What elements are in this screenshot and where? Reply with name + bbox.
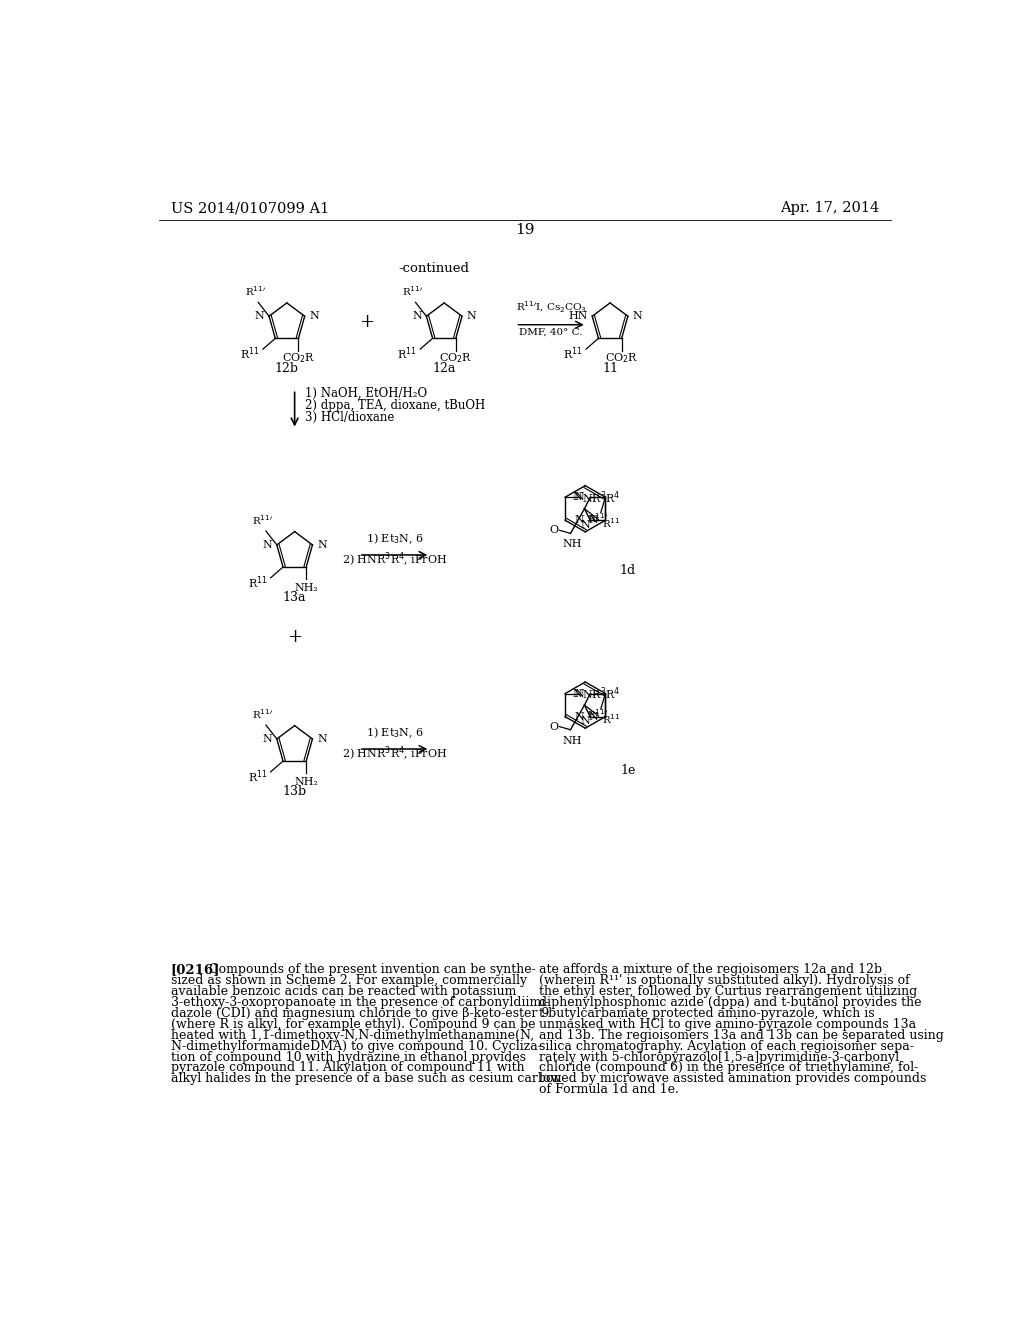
Text: Compounds of the present invention can be synthe-: Compounds of the present invention can b… (209, 964, 537, 975)
Text: CO$_2$R: CO$_2$R (282, 351, 315, 366)
Text: 1) Et$_3$N, 6: 1) Et$_3$N, 6 (366, 725, 424, 739)
Text: pyrazole compound 11. Alkylation of compound 11 with: pyrazole compound 11. Alkylation of comp… (171, 1061, 524, 1074)
Text: NH₂: NH₂ (294, 583, 318, 593)
Text: N: N (574, 711, 584, 722)
Text: R$^{11\prime}$: R$^{11\prime}$ (587, 708, 608, 721)
Text: available benzoic acids can be reacted with potassium: available benzoic acids can be reacted w… (171, 985, 516, 998)
Text: N: N (589, 711, 598, 722)
Text: N: N (574, 689, 584, 698)
Text: R$^{11}$: R$^{11}$ (240, 346, 260, 362)
Text: R$^{11\prime}$: R$^{11\prime}$ (587, 511, 608, 525)
Text: t-butylcarbamate protected amino-pyrazole, which is: t-butylcarbamate protected amino-pyrazol… (539, 1007, 874, 1020)
Text: 13a: 13a (283, 591, 306, 605)
Text: chloride (compound 6) in the presence of triethylamine, fol-: chloride (compound 6) in the presence of… (539, 1061, 918, 1074)
Text: O: O (549, 722, 558, 731)
Text: R$^{11\prime}$: R$^{11\prime}$ (252, 708, 273, 721)
Text: N: N (574, 515, 584, 525)
Text: R$^{11}$: R$^{11}$ (602, 516, 621, 529)
Text: NR$^3$R$^4$: NR$^3$R$^4$ (583, 488, 621, 506)
Text: O: O (549, 525, 558, 536)
Text: 2) HNR$^3$R$^4$, iPrOH: 2) HNR$^3$R$^4$, iPrOH (342, 550, 447, 569)
Text: NR$^3$R$^4$: NR$^3$R$^4$ (583, 685, 621, 702)
Text: ate affords a mixture of the regioisomers 12a and 12b: ate affords a mixture of the regioisomer… (539, 964, 882, 975)
Text: Apr. 17, 2014: Apr. 17, 2014 (780, 202, 880, 215)
Text: N: N (581, 520, 590, 529)
Text: R$^{11\prime}$: R$^{11\prime}$ (252, 513, 273, 527)
Text: N: N (581, 717, 590, 726)
Text: N: N (255, 312, 264, 321)
Text: 19: 19 (515, 223, 535, 236)
Text: 3) HCl/dioxane: 3) HCl/dioxane (305, 411, 394, 424)
Text: R$^{11}$: R$^{11}$ (602, 711, 621, 726)
Text: 13b: 13b (283, 785, 306, 799)
Text: DMF, 40° C.: DMF, 40° C. (519, 327, 583, 337)
Text: N: N (467, 312, 476, 321)
Text: R$^{11\prime}$: R$^{11\prime}$ (245, 284, 265, 298)
Text: N: N (633, 312, 642, 321)
Text: tion of compound 10 with hydrazine in ethanol provides: tion of compound 10 with hydrazine in et… (171, 1051, 525, 1064)
Text: -continued: -continued (398, 263, 470, 276)
Text: N: N (317, 540, 327, 550)
Text: silica chromatography. Acylation of each regioisomer sepa-: silica chromatography. Acylation of each… (539, 1040, 913, 1052)
Text: N: N (262, 734, 272, 744)
Text: 1d: 1d (620, 564, 636, 577)
Text: N: N (589, 515, 598, 525)
Text: CO$_2$R: CO$_2$R (605, 351, 638, 366)
Text: R$^{11\prime}$I, Cs$_2$CO$_3$: R$^{11\prime}$I, Cs$_2$CO$_3$ (516, 300, 587, 315)
Text: N: N (412, 312, 422, 321)
Text: unmasked with HCl to give amino-pyrazole compounds 13a: unmasked with HCl to give amino-pyrazole… (539, 1018, 915, 1031)
Text: NH: NH (562, 539, 582, 549)
Text: N: N (317, 734, 327, 744)
Text: NH₂: NH₂ (294, 777, 318, 787)
Text: dazole (CDI) and magnesium chloride to give β-keto-ester 9: dazole (CDI) and magnesium chloride to g… (171, 1007, 549, 1020)
Text: NH: NH (562, 735, 582, 746)
Text: the ethyl ester, followed by Curtius rearrangement utilizing: the ethyl ester, followed by Curtius rea… (539, 985, 918, 998)
Text: 2) HNR$^3$R$^4$, iPrOH: 2) HNR$^3$R$^4$, iPrOH (342, 744, 447, 763)
Text: alkyl halides in the presence of a base such as cesium carbon-: alkyl halides in the presence of a base … (171, 1072, 565, 1085)
Text: N: N (309, 312, 319, 321)
Text: N: N (572, 492, 582, 502)
Text: 12b: 12b (274, 363, 299, 375)
Text: 1e: 1e (621, 764, 636, 777)
Text: heated with 1,1-dimethoxy-N,N-dimethylmethanamine(N,: heated with 1,1-dimethoxy-N,N-dimethylme… (171, 1028, 534, 1041)
Text: N-dimethylformamideDMA) to give compound 10. Cycliza-: N-dimethylformamideDMA) to give compound… (171, 1040, 542, 1052)
Text: (where R is alkyl, for example ethyl). Compound 9 can be: (where R is alkyl, for example ethyl). C… (171, 1018, 536, 1031)
Text: 1) NaOH, EtOH/H₂O: 1) NaOH, EtOH/H₂O (305, 387, 427, 400)
Text: +: + (287, 628, 302, 647)
Text: N: N (574, 492, 584, 502)
Text: CO$_2$R: CO$_2$R (439, 351, 472, 366)
Text: 1) Et$_3$N, 6: 1) Et$_3$N, 6 (366, 531, 424, 545)
Text: US 2014/0107099 A1: US 2014/0107099 A1 (171, 202, 329, 215)
Text: diphenylphosphonic azide (dppa) and t-butanol provides the: diphenylphosphonic azide (dppa) and t-bu… (539, 995, 922, 1008)
Text: R$^{11}$: R$^{11}$ (248, 574, 267, 591)
Text: rately with 5-chloropyrazolo[1,5-a]pyrimidine-3-carbonyl: rately with 5-chloropyrazolo[1,5-a]pyrim… (539, 1051, 899, 1064)
Text: N: N (262, 540, 272, 550)
Text: +: + (359, 313, 374, 331)
Text: sized as shown in Scheme 2. For example, commercially: sized as shown in Scheme 2. For example,… (171, 974, 526, 987)
Text: R$^{11}$: R$^{11}$ (248, 768, 267, 785)
Text: 3-ethoxy-3-oxopropanoate in the presence of carbonyldiimi-: 3-ethoxy-3-oxopropanoate in the presence… (171, 995, 549, 1008)
Text: R$^{11}$: R$^{11}$ (397, 346, 417, 362)
Text: 2) dppa, TEA, dioxane, tBuOH: 2) dppa, TEA, dioxane, tBuOH (305, 399, 485, 412)
Text: 12a: 12a (432, 363, 456, 375)
Text: R$^{11}$: R$^{11}$ (563, 346, 583, 362)
Text: and 13b. The regioisomers 13a and 13b can be separated using: and 13b. The regioisomers 13a and 13b ca… (539, 1028, 944, 1041)
Text: R$^{11\prime}$: R$^{11\prime}$ (401, 284, 423, 298)
Text: 11: 11 (602, 363, 618, 375)
Text: HN: HN (568, 312, 588, 321)
Text: lowed by microwave assisted amination provides compounds: lowed by microwave assisted amination pr… (539, 1072, 926, 1085)
Text: N: N (572, 689, 582, 698)
Text: [0216]: [0216] (171, 964, 220, 975)
Text: of Formula 1d and 1e.: of Formula 1d and 1e. (539, 1084, 679, 1097)
Text: (wherein R¹¹ʹ is optionally substituted alkyl). Hydrolysis of: (wherein R¹¹ʹ is optionally substituted … (539, 974, 909, 987)
